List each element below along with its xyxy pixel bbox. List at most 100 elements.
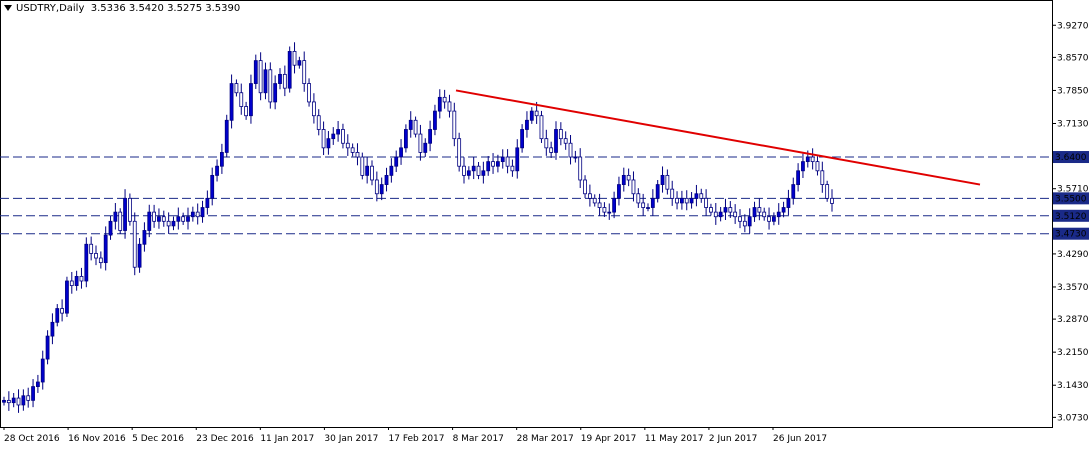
candle-body bbox=[457, 138, 462, 167]
candle-body bbox=[631, 179, 636, 195]
candle-body bbox=[69, 280, 74, 286]
x-tick-label: 11 Jan 2017 bbox=[260, 434, 314, 444]
candle-body bbox=[452, 110, 457, 140]
y-tick-label: 3.9270 bbox=[1057, 21, 1089, 31]
candle-body bbox=[210, 174, 215, 199]
candle-body bbox=[684, 197, 689, 204]
candle-body bbox=[742, 220, 747, 227]
candle-body bbox=[249, 83, 253, 117]
candle-body bbox=[166, 220, 171, 227]
candle-body bbox=[258, 60, 263, 94]
candle-body bbox=[21, 395, 26, 406]
y-tick-label: 3.2150 bbox=[1057, 348, 1089, 358]
y-tick-label: 3.8570 bbox=[1057, 53, 1089, 63]
y-tick-label: 3.7130 bbox=[1057, 120, 1089, 130]
candle-body bbox=[815, 161, 820, 172]
candle-body bbox=[476, 165, 481, 176]
candle-body bbox=[723, 207, 728, 213]
candle-body bbox=[307, 83, 311, 103]
candle-body bbox=[132, 220, 137, 268]
candle-body bbox=[403, 129, 408, 149]
candle-body bbox=[655, 184, 660, 199]
candle-body bbox=[263, 69, 268, 94]
y-tick-label: 3.4290 bbox=[1057, 250, 1089, 260]
candle-body bbox=[500, 156, 505, 163]
candle-body bbox=[292, 51, 297, 66]
level-price-box bbox=[1053, 151, 1089, 164]
x-tick-label: 30 Jan 2017 bbox=[324, 434, 378, 444]
x-tick-label: 8 Mar 2017 bbox=[453, 434, 504, 444]
candle-body bbox=[297, 60, 302, 66]
x-tick-label: 23 Dec 2016 bbox=[196, 434, 254, 444]
candle-body bbox=[394, 156, 399, 167]
candle-body bbox=[55, 308, 60, 323]
candle-body bbox=[311, 101, 316, 117]
candle-body bbox=[578, 156, 583, 181]
candle-body bbox=[6, 399, 11, 404]
x-tick-label: 17 Feb 2017 bbox=[389, 434, 445, 444]
candle-body bbox=[646, 207, 650, 209]
x-tick-label: 28 Oct 2016 bbox=[4, 434, 60, 444]
candle-body bbox=[675, 197, 679, 204]
candle-body bbox=[142, 230, 147, 245]
candle-body bbox=[94, 253, 98, 259]
candle-body bbox=[505, 156, 510, 167]
candle-body bbox=[384, 174, 389, 185]
candle-body bbox=[830, 197, 834, 204]
candle-body bbox=[423, 142, 428, 153]
y-tick-label: 3.5710 bbox=[1057, 185, 1089, 195]
candle-body bbox=[31, 386, 35, 401]
level-price-box bbox=[1053, 209, 1089, 222]
x-tick-label: 5 Dec 2016 bbox=[132, 434, 184, 444]
level-price-label: 3.6400 bbox=[1055, 153, 1087, 163]
candle-body bbox=[137, 243, 142, 268]
candle-body bbox=[433, 110, 437, 130]
candle-body bbox=[331, 133, 336, 140]
chart-symbol: USDTRY,Daily bbox=[16, 3, 85, 14]
candle-body bbox=[65, 280, 69, 314]
candle-body bbox=[171, 220, 176, 227]
candle-body bbox=[805, 156, 810, 163]
level-price-box bbox=[1053, 192, 1089, 205]
candle-body bbox=[520, 129, 525, 149]
candle-body bbox=[636, 193, 641, 204]
candle-body bbox=[326, 138, 331, 149]
candle-body bbox=[26, 395, 31, 401]
candle-body bbox=[89, 243, 94, 254]
trendline[interactable] bbox=[455, 89, 981, 186]
candle-body bbox=[544, 138, 549, 149]
candle-body bbox=[35, 381, 40, 387]
candle-body bbox=[694, 193, 699, 199]
candle-body bbox=[621, 174, 626, 185]
candle-body bbox=[365, 165, 370, 176]
candle-body bbox=[219, 152, 224, 167]
candle-body bbox=[491, 161, 495, 167]
level-price-box bbox=[1053, 227, 1089, 240]
candle-body bbox=[554, 129, 558, 153]
candle-body bbox=[592, 197, 597, 204]
candle-body bbox=[607, 211, 612, 214]
candle-body bbox=[665, 174, 670, 190]
candle-body bbox=[713, 211, 718, 218]
candle-body bbox=[176, 216, 181, 222]
candle-body bbox=[40, 358, 45, 383]
candle-body bbox=[195, 211, 200, 218]
candle-body bbox=[16, 397, 21, 406]
level-price-label: 3.5120 bbox=[1055, 212, 1087, 222]
y-tick-label: 3.2870 bbox=[1057, 315, 1089, 325]
candle-body bbox=[781, 207, 786, 213]
candle-body bbox=[791, 184, 796, 199]
candle-body bbox=[709, 207, 713, 213]
candle-body bbox=[60, 308, 65, 314]
candle-body bbox=[370, 165, 374, 181]
chart-header: USDTRY,Daily 3.5336 3.5420 3.5275 3.5390 bbox=[4, 3, 240, 14]
dropdown-arrow-icon[interactable] bbox=[4, 5, 12, 11]
candle-body bbox=[273, 83, 278, 103]
horizontal-levels bbox=[0, 156, 1052, 235]
candle-body bbox=[147, 211, 152, 231]
candle-body bbox=[679, 197, 684, 204]
candle-body bbox=[316, 115, 321, 130]
level-price-label: 3.4730 bbox=[1055, 230, 1087, 240]
candle-body bbox=[583, 179, 587, 195]
